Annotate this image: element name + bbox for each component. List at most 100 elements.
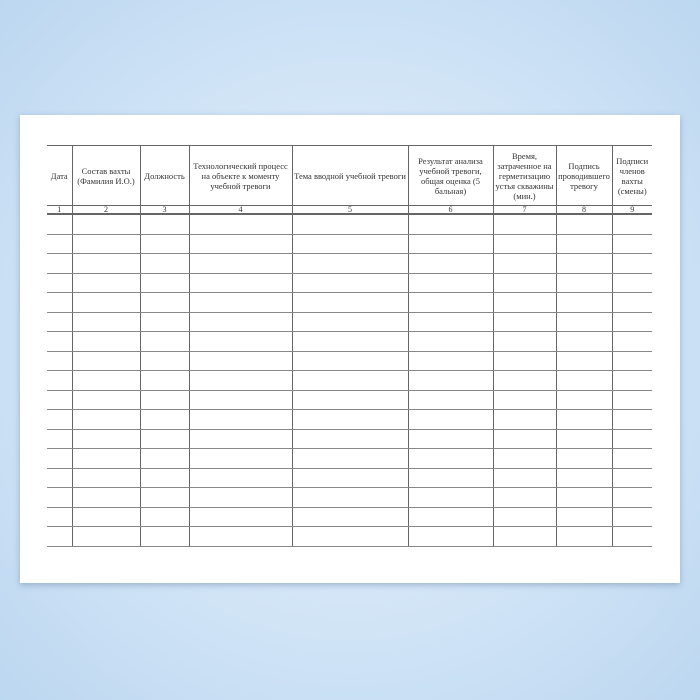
table-cell[interactable] xyxy=(188,468,293,488)
table-cell[interactable] xyxy=(555,351,613,371)
table-cell[interactable] xyxy=(139,292,190,313)
table-cell[interactable] xyxy=(611,292,652,313)
table-cell[interactable] xyxy=(71,468,141,488)
table-cell[interactable] xyxy=(188,487,293,508)
table-cell[interactable] xyxy=(188,526,293,547)
table-cell[interactable] xyxy=(611,507,652,527)
table-cell[interactable] xyxy=(47,526,73,547)
table-cell[interactable] xyxy=(188,331,293,352)
table-cell[interactable] xyxy=(139,214,190,235)
table-cell[interactable] xyxy=(139,234,190,254)
table-cell[interactable] xyxy=(188,370,293,391)
table-cell[interactable] xyxy=(71,312,141,332)
table-cell[interactable] xyxy=(611,448,652,469)
table-cell[interactable] xyxy=(611,468,652,488)
table-cell[interactable] xyxy=(188,390,293,410)
table-cell[interactable] xyxy=(407,507,494,527)
table-cell[interactable] xyxy=(555,429,613,449)
table-cell[interactable] xyxy=(291,507,409,527)
table-cell[interactable] xyxy=(291,370,409,391)
table-cell[interactable] xyxy=(291,253,409,274)
table-cell[interactable] xyxy=(139,468,190,488)
table-cell[interactable] xyxy=(611,273,652,293)
table-cell[interactable] xyxy=(291,273,409,293)
table-cell[interactable] xyxy=(47,487,73,508)
table-cell[interactable] xyxy=(71,526,141,547)
table-cell[interactable] xyxy=(71,292,141,313)
table-cell[interactable] xyxy=(555,409,613,430)
table-cell[interactable] xyxy=(71,409,141,430)
table-cell[interactable] xyxy=(555,214,613,235)
table-cell[interactable] xyxy=(611,253,652,274)
table-cell[interactable] xyxy=(47,409,73,430)
table-cell[interactable] xyxy=(291,468,409,488)
table-cell[interactable] xyxy=(291,390,409,410)
table-cell[interactable] xyxy=(188,253,293,274)
table-cell[interactable] xyxy=(611,409,652,430)
table-cell[interactable] xyxy=(611,526,652,547)
table-cell[interactable] xyxy=(71,507,141,527)
table-cell[interactable] xyxy=(47,448,73,469)
table-cell[interactable] xyxy=(139,448,190,469)
table-cell[interactable] xyxy=(188,214,293,235)
table-cell[interactable] xyxy=(611,390,652,410)
table-cell[interactable] xyxy=(407,448,494,469)
table-cell[interactable] xyxy=(492,234,557,254)
table-cell[interactable] xyxy=(407,390,494,410)
table-cell[interactable] xyxy=(407,351,494,371)
table-cell[interactable] xyxy=(188,409,293,430)
table-cell[interactable] xyxy=(492,273,557,293)
table-cell[interactable] xyxy=(291,526,409,547)
table-cell[interactable] xyxy=(71,253,141,274)
table-cell[interactable] xyxy=(47,390,73,410)
table-cell[interactable] xyxy=(492,331,557,352)
table-cell[interactable] xyxy=(47,214,73,235)
table-cell[interactable] xyxy=(611,351,652,371)
table-cell[interactable] xyxy=(555,448,613,469)
table-cell[interactable] xyxy=(611,331,652,352)
table-cell[interactable] xyxy=(47,273,73,293)
table-cell[interactable] xyxy=(188,234,293,254)
table-cell[interactable] xyxy=(492,351,557,371)
table-cell[interactable] xyxy=(407,253,494,274)
table-cell[interactable] xyxy=(188,448,293,469)
table-cell[interactable] xyxy=(492,448,557,469)
table-cell[interactable] xyxy=(47,312,73,332)
table-cell[interactable] xyxy=(555,234,613,254)
table-cell[interactable] xyxy=(139,429,190,449)
table-cell[interactable] xyxy=(291,312,409,332)
table-cell[interactable] xyxy=(407,370,494,391)
table-cell[interactable] xyxy=(139,370,190,391)
table-cell[interactable] xyxy=(492,468,557,488)
table-cell[interactable] xyxy=(291,234,409,254)
table-cell[interactable] xyxy=(492,390,557,410)
table-cell[interactable] xyxy=(139,390,190,410)
table-cell[interactable] xyxy=(407,331,494,352)
table-cell[interactable] xyxy=(555,487,613,508)
table-cell[interactable] xyxy=(47,292,73,313)
table-cell[interactable] xyxy=(407,487,494,508)
table-cell[interactable] xyxy=(407,526,494,547)
table-cell[interactable] xyxy=(407,292,494,313)
table-cell[interactable] xyxy=(71,448,141,469)
table-cell[interactable] xyxy=(188,507,293,527)
table-cell[interactable] xyxy=(555,468,613,488)
table-cell[interactable] xyxy=(555,312,613,332)
table-cell[interactable] xyxy=(139,409,190,430)
table-cell[interactable] xyxy=(492,429,557,449)
table-cell[interactable] xyxy=(47,351,73,371)
table-cell[interactable] xyxy=(492,312,557,332)
table-cell[interactable] xyxy=(47,370,73,391)
table-cell[interactable] xyxy=(291,331,409,352)
table-cell[interactable] xyxy=(71,331,141,352)
table-cell[interactable] xyxy=(555,390,613,410)
table-cell[interactable] xyxy=(71,273,141,293)
table-cell[interactable] xyxy=(291,292,409,313)
table-cell[interactable] xyxy=(407,468,494,488)
table-cell[interactable] xyxy=(492,507,557,527)
table-cell[interactable] xyxy=(555,253,613,274)
table-cell[interactable] xyxy=(291,448,409,469)
table-cell[interactable] xyxy=(71,487,141,508)
table-cell[interactable] xyxy=(611,312,652,332)
table-cell[interactable] xyxy=(188,273,293,293)
